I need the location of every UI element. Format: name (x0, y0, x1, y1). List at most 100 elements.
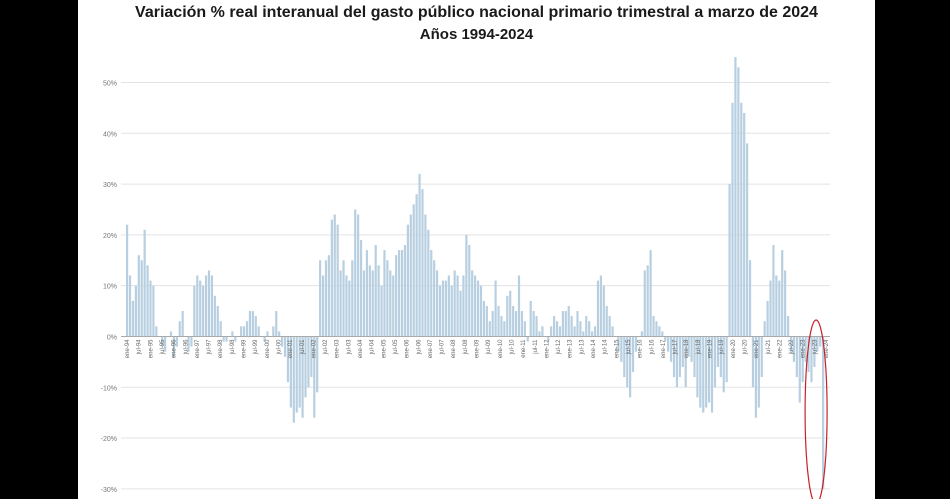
x-tick-label: jul-23 (812, 339, 818, 355)
bar (669, 336, 673, 362)
bar (219, 321, 222, 337)
bar (658, 326, 661, 337)
bar (526, 336, 529, 342)
bar (488, 321, 491, 337)
x-tick-label: jul-03 (346, 339, 352, 355)
bar (611, 326, 614, 337)
bar (547, 336, 550, 342)
bar (754, 336, 757, 418)
x-tick-label: jul-02 (323, 339, 329, 355)
chart-subtitle: Años 1994-2024 (419, 26, 534, 43)
bar (368, 265, 371, 337)
bar (474, 275, 477, 337)
bar (512, 305, 515, 337)
bar (576, 311, 579, 337)
bar (593, 326, 597, 337)
bar (523, 321, 526, 337)
bar (345, 275, 348, 337)
bar (286, 336, 290, 383)
chart-frame: Variación % real interanual del gasto pú… (78, 0, 875, 499)
bar (418, 173, 421, 337)
bar (295, 336, 298, 413)
bar (725, 336, 728, 383)
x-tick-label: jul-15 (626, 339, 632, 355)
bar (623, 336, 626, 378)
x-tick-label: ene-06 (405, 339, 411, 358)
bar (781, 250, 784, 337)
bar (164, 336, 167, 352)
y-tick-label: -20% (101, 436, 117, 443)
x-tick-label: jul-19 (719, 339, 725, 355)
bar (710, 336, 714, 413)
bar (564, 311, 567, 337)
bar (137, 255, 140, 337)
bar (646, 265, 649, 337)
bar (333, 214, 336, 337)
bar (766, 300, 769, 337)
x-tick-label: jul-13 (579, 339, 585, 355)
bar (222, 336, 225, 342)
x-tick-label: jul-94 (137, 339, 143, 355)
x-tick-label: ene-14 (591, 339, 597, 358)
bar (801, 336, 804, 383)
x-tick-label: ene-18 (684, 339, 690, 358)
x-tick-label: jul-14 (603, 339, 609, 355)
x-tick-label: ene-03 (335, 339, 341, 358)
bar (383, 250, 386, 337)
bar (371, 270, 374, 337)
bar (254, 316, 257, 337)
x-tick-label: jul-08 (463, 339, 469, 355)
bar (772, 245, 775, 337)
x-tick-label: jul-12 (556, 339, 562, 355)
bar (427, 229, 430, 337)
bar (532, 311, 535, 337)
x-tick-label: ene-17 (661, 339, 667, 358)
bar (140, 260, 143, 337)
bar (529, 300, 532, 337)
bar (722, 336, 725, 393)
bar (126, 224, 129, 337)
bar (813, 336, 816, 367)
chart-title: Variación % real interanual del gasto pú… (135, 4, 818, 21)
x-tick-label: ene-11 (521, 339, 527, 358)
x-tick-label: ene-96 (172, 339, 178, 358)
bar (213, 295, 216, 337)
bar (181, 311, 184, 337)
bar (155, 326, 158, 337)
x-tick-label: jul-97 (207, 339, 213, 355)
x-tick-label: ene-20 (731, 339, 737, 358)
bar (728, 184, 731, 337)
bar (746, 143, 749, 337)
bar (631, 336, 635, 373)
bar (403, 245, 407, 337)
x-tick-label: jul-04 (370, 339, 376, 355)
bar (678, 336, 681, 378)
x-tick-label: jul-07 (440, 339, 446, 355)
bar (479, 285, 483, 337)
bar (342, 260, 345, 337)
bar (216, 305, 219, 337)
bar (459, 290, 462, 337)
bar (591, 331, 594, 337)
x-tick-label: jul-16 (649, 339, 655, 355)
x-tick-label: ene-19 (708, 339, 714, 358)
bar (362, 270, 366, 337)
bar (365, 250, 369, 337)
bar (468, 245, 471, 337)
bar (424, 214, 427, 337)
x-tick-label: ene-23 (801, 339, 807, 358)
y-tick-label: 40% (103, 131, 117, 138)
bar (240, 326, 243, 337)
bar-chart: 50% 40% 30% 20% 10% 0% -10% -20% -30% ene-94 jul-9… (101, 57, 830, 499)
x-tick-label: ene-22 (777, 339, 783, 358)
x-tick-label: jul-98 (230, 339, 236, 355)
bar (784, 270, 787, 337)
bar (152, 285, 155, 337)
x-tick-label: jul-21 (766, 339, 772, 355)
bar (620, 336, 623, 362)
bar (778, 280, 781, 337)
bar (816, 336, 819, 352)
bar (438, 285, 442, 337)
bar (436, 270, 439, 337)
bar (415, 194, 418, 337)
